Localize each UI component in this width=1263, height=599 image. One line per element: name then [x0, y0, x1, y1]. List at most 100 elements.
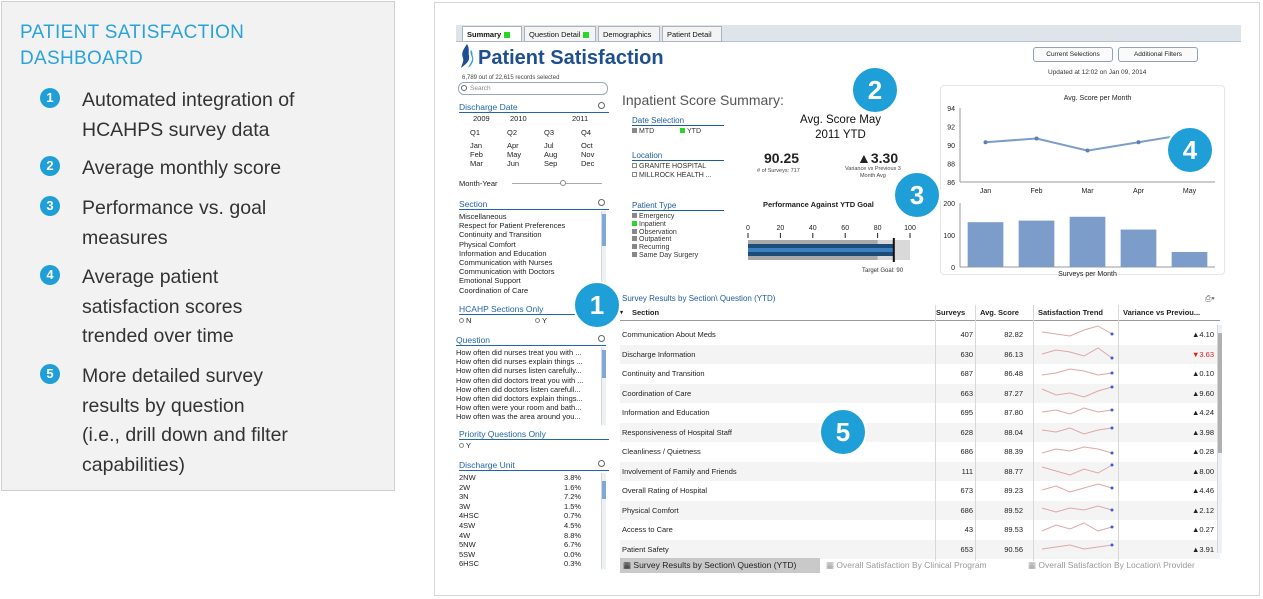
table-scrollbar[interactable]: [1217, 325, 1222, 553]
quarter-option[interactable]: Q3: [544, 128, 555, 137]
month-option[interactable]: Feb: [470, 150, 483, 159]
search-input[interactable]: Search: [458, 82, 608, 95]
list-item[interactable]: Continuity and Transition: [459, 230, 542, 240]
list-item[interactable]: How often did doctors listen carefull...: [456, 384, 581, 394]
col-avg-score[interactable]: Avg. Score: [980, 308, 1019, 317]
table-row[interactable]: Overall Rating of Hospital 673 89.23 ▲4.46: [620, 481, 1220, 501]
unit-name[interactable]: 5SW: [459, 549, 476, 559]
month-option[interactable]: Apr: [507, 141, 519, 150]
col-surveys[interactable]: Surveys: [936, 308, 966, 317]
section-scrollbar[interactable]: [601, 211, 606, 302]
list-item[interactable]: How often did doctors explain things...: [456, 394, 583, 404]
patient-type-option[interactable]: Emergency: [632, 213, 674, 221]
year-option[interactable]: 2011: [572, 114, 589, 123]
table-row[interactable]: Continuity and Transition 687 86.48 ▲0.10: [620, 364, 1220, 384]
quarter-option[interactable]: Q4: [581, 128, 592, 137]
month-option[interactable]: Jul: [544, 141, 554, 150]
search-icon[interactable]: [598, 335, 605, 342]
list-item[interactable]: Information and Education: [459, 248, 547, 258]
export-icon[interactable]: ⎙▾: [1205, 294, 1215, 303]
quarter-option[interactable]: Q2: [507, 128, 518, 137]
year-option[interactable]: 2009: [473, 114, 490, 123]
unit-name[interactable]: 4W: [459, 530, 471, 540]
list-item[interactable]: How often was the area around you...: [456, 412, 581, 422]
tab-summary[interactable]: Summary: [462, 26, 522, 42]
quarter-option[interactable]: Q1: [470, 128, 481, 137]
search-icon[interactable]: [598, 460, 605, 467]
table-row[interactable]: Physical Comfort 686 89.52 ▲2.12: [620, 500, 1220, 520]
location-option[interactable]: MILLROCK HEALTH ...: [632, 172, 712, 180]
discharge-unit-scrollbar[interactable]: [601, 473, 606, 569]
list-item[interactable]: Physical Comfort: [459, 239, 516, 249]
search-icon[interactable]: [598, 102, 605, 109]
patient-type-option[interactable]: Observation: [632, 228, 677, 237]
patient-type-option[interactable]: Outpatient: [632, 236, 671, 244]
list-item[interactable]: How often did nurses explain things ...: [456, 357, 583, 367]
tab-clinical-program[interactable]: ▦ Overall Satisfaction By Clinical Progr…: [826, 560, 987, 570]
month-option[interactable]: Dec: [581, 159, 595, 168]
col-trend[interactable]: Satisfaction Trend: [1038, 308, 1104, 317]
month-option[interactable]: Sep: [544, 159, 558, 168]
question-scrollbar[interactable]: [601, 347, 606, 425]
month-option[interactable]: Aug: [544, 150, 558, 159]
ytd-option[interactable]: YTD: [680, 128, 701, 136]
list-item[interactable]: Emotional Support: [459, 276, 521, 286]
priority-option-y[interactable]: Y: [459, 441, 471, 450]
mtd-option[interactable]: MTD: [632, 128, 654, 136]
unit-name[interactable]: 3N: [459, 492, 469, 502]
hcahp-option-n[interactable]: N: [459, 316, 471, 325]
month-option[interactable]: Nov: [581, 150, 595, 159]
hcahp-option-y[interactable]: Y: [535, 316, 547, 325]
table-row[interactable]: Coordination of Care 663 87.27 ▲9.60: [620, 383, 1220, 403]
year-option[interactable]: 2010: [510, 114, 527, 123]
question-list[interactable]: How often did nurses treat you with ... H…: [456, 348, 584, 422]
list-item[interactable]: How often were your room and bath...: [456, 403, 582, 413]
table-row[interactable]: Responsiveness of Hospital Staff 628 88.04…: [620, 422, 1220, 442]
tab-demographics[interactable]: Demographics: [598, 26, 660, 42]
patient-type-option[interactable]: Same Day Surgery: [632, 252, 698, 260]
month-option[interactable]: Mar: [470, 159, 483, 168]
month-option[interactable]: May: [507, 150, 522, 159]
patient-type-option[interactable]: Recurring: [632, 244, 669, 252]
sparkline: [1041, 483, 1114, 493]
table-row[interactable]: Patient Safety 653 90.56 ▲3.91: [620, 539, 1220, 559]
list-item[interactable]: Communication with Doctors: [459, 267, 555, 277]
month-option[interactable]: Oct: [581, 141, 593, 150]
patient-type-option[interactable]: Inpatient: [632, 220, 666, 229]
slider-handle[interactable]: [560, 180, 566, 186]
col-section[interactable]: Section: [632, 308, 660, 317]
list-item[interactable]: Communication with Nurses: [459, 258, 553, 268]
tab-location-provider[interactable]: ▦ Overall Satisfaction By Location\ Prov…: [1028, 560, 1195, 570]
additional-filters-button[interactable]: Additional Filters: [1118, 47, 1198, 62]
tab-survey-results[interactable]: ▦ Survey Results by Section\ Question (Y…: [620, 558, 820, 573]
tab-patient-detail[interactable]: Patient Detail: [662, 26, 722, 42]
unit-name[interactable]: 2NW: [459, 473, 476, 482]
unit-name[interactable]: 4SW: [459, 521, 476, 530]
month-year-slider[interactable]: [512, 183, 602, 184]
unit-name[interactable]: 5NW: [459, 540, 476, 550]
table-row[interactable]: Communication About Meds 407 82.82 ▲4.10: [620, 325, 1220, 345]
table-row[interactable]: Access to Care 43 89.53 ▲0.27: [620, 520, 1220, 540]
table-row[interactable]: Cleanliness / Quietness 686 88.39 ▲0.28: [620, 442, 1220, 462]
list-item[interactable]: Coordination of Care: [459, 285, 529, 295]
current-selections-button[interactable]: Current Selections: [1033, 47, 1113, 62]
table-row[interactable]: Discharge Information 630 86.13 ▼3.63: [620, 344, 1220, 364]
col-variance[interactable]: Variance vs Previou...: [1123, 308, 1201, 317]
unit-name[interactable]: 3W: [459, 501, 471, 511]
list-item[interactable]: How often did doctors treat you with ...: [456, 375, 584, 385]
list-item[interactable]: How often did nurses listen carefully...: [456, 366, 582, 376]
month-option[interactable]: Jan: [470, 141, 483, 150]
search-icon[interactable]: [598, 199, 605, 206]
unit-name[interactable]: 2W: [459, 482, 471, 492]
list-item[interactable]: How often did nurses treat you with ...: [456, 348, 582, 357]
tab-question-detail[interactable]: Question Detail: [524, 26, 596, 42]
table-row[interactable]: Information and Education 695 87.80 ▲4.24: [620, 403, 1220, 423]
location-option[interactable]: GRANITE HOSPITAL: [632, 163, 706, 171]
unit-name[interactable]: 4HSC: [459, 511, 480, 521]
table-row[interactable]: Involvement of Family and Friends 111 88.7…: [620, 461, 1220, 481]
list-item[interactable]: Miscellaneous: [459, 212, 507, 221]
list-item[interactable]: Respect for Patient Preferences: [459, 221, 566, 231]
month-option[interactable]: Jun: [507, 159, 520, 168]
section-list[interactable]: Miscellaneous Respect for Patient Prefere…: [459, 212, 565, 295]
unit-name[interactable]: 6HSC: [459, 559, 480, 569]
